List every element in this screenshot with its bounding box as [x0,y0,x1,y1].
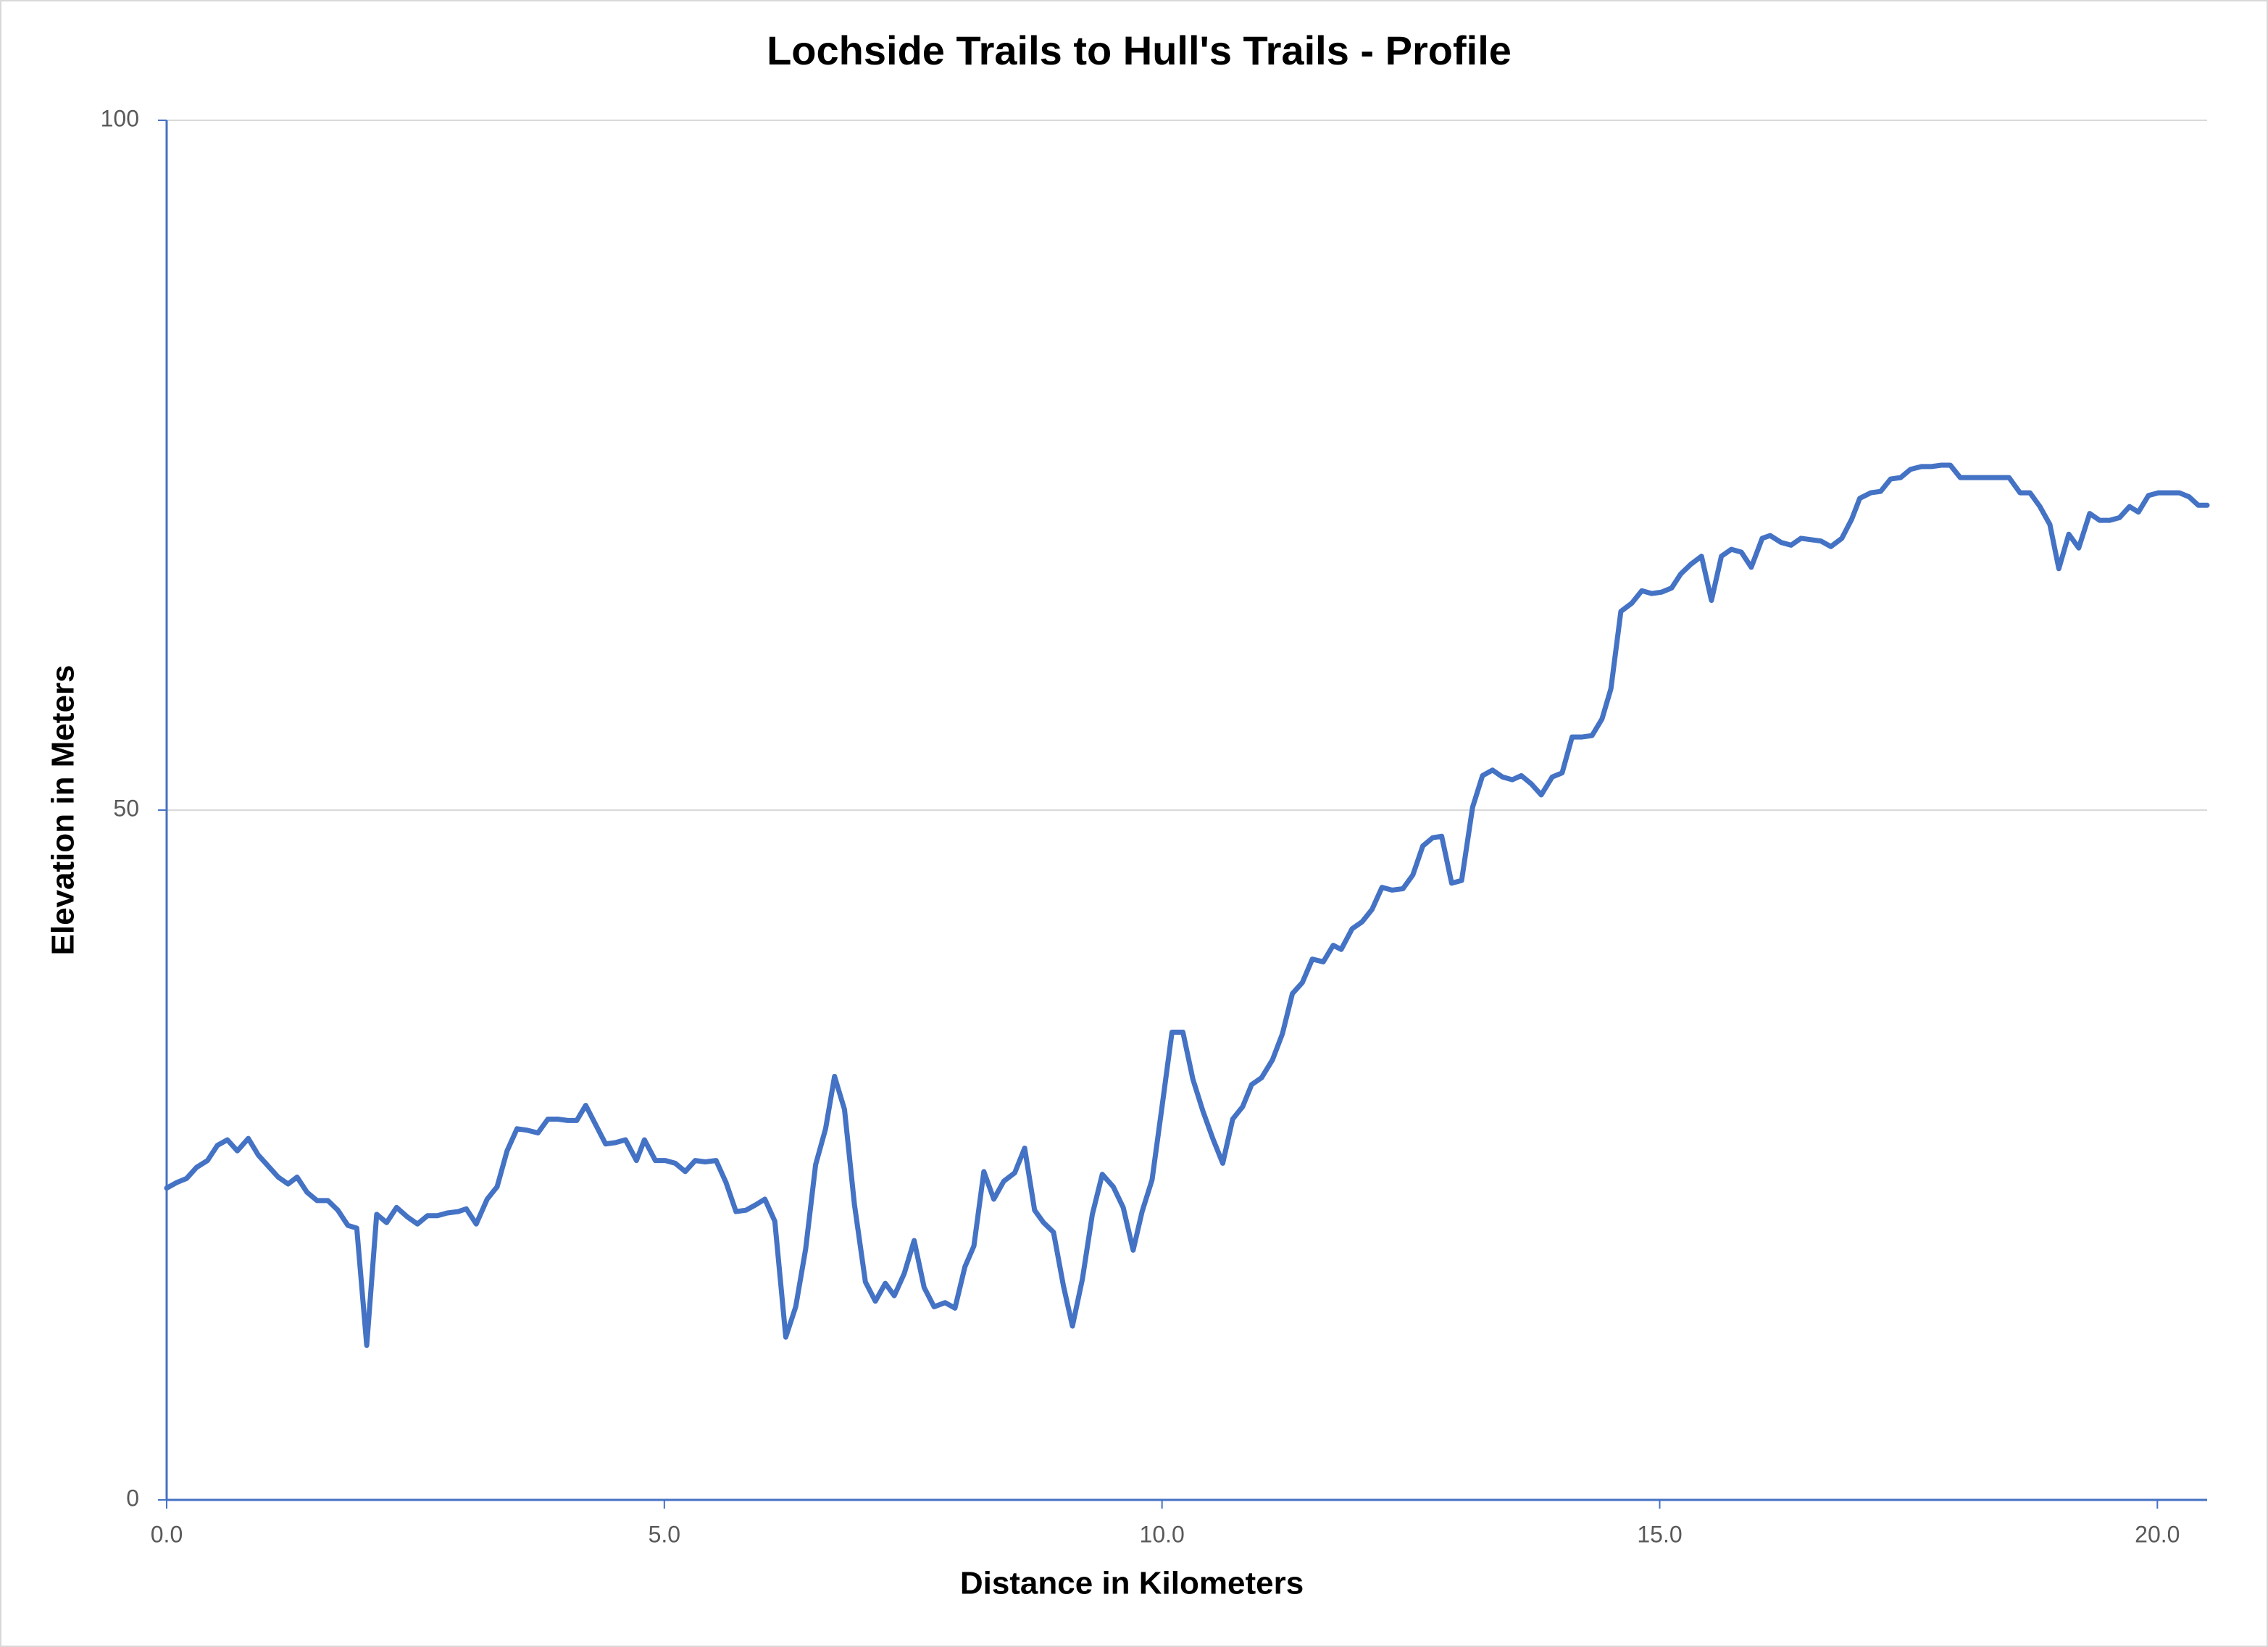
y-tick-label: 0 [126,1485,139,1511]
x-tick-label: 0.0 [151,1521,183,1547]
y-tick-label: 100 [101,105,139,131]
x-tick-label: 10.0 [1140,1521,1185,1547]
elevation-line [164,462,2210,1348]
y-axis-title: Elevation in Meters [46,664,81,955]
y-tick-label: 50 [113,795,139,821]
chart-title: Lochside Trails to Hull's Trails - Profi… [767,28,1512,73]
x-axis-title: Distance in Kilometers [960,1566,1304,1601]
x-tick-label: 15.0 [1637,1521,1682,1547]
x-tick-label: 5.0 [649,1521,680,1547]
x-tick-label: 20.0 [2135,1521,2180,1547]
